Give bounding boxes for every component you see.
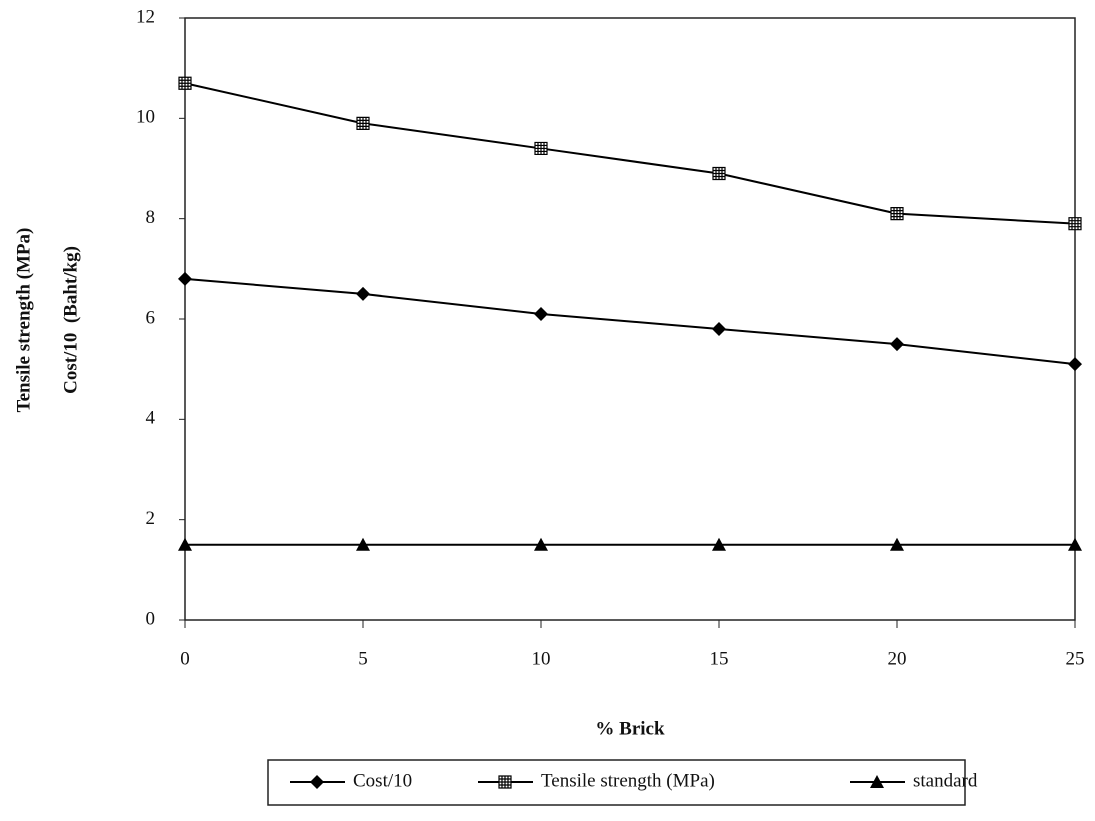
y-tick-label: 6 — [146, 307, 156, 328]
y-tick-label: 4 — [146, 408, 156, 429]
data-point — [535, 142, 547, 154]
y-tick-label: 8 — [146, 207, 156, 228]
data-point — [891, 208, 903, 220]
data-point — [1068, 357, 1082, 371]
chart: Tensile strength (MPa) Cost/10 (Baht/kg)… — [0, 0, 1095, 821]
y-axis-label: Tensile strength (MPa) — [13, 228, 34, 413]
x-tick-label: 25 — [1066, 648, 1085, 669]
x-tick-label: 10 — [532, 648, 551, 669]
series-line — [185, 279, 1075, 364]
data-point — [534, 307, 548, 321]
data-point — [357, 117, 369, 129]
data-point — [712, 322, 726, 336]
x-tick-label: 5 — [358, 648, 368, 669]
legend-label: Tensile strength (MPa) — [541, 770, 715, 791]
data-point — [179, 77, 191, 89]
series-line — [185, 83, 1075, 223]
page: {"chart_data": {"type": "line", "xlabel"… — [0, 0, 1095, 821]
legend-label: Cost/10 — [353, 770, 412, 791]
y-tick-label: 0 — [146, 608, 156, 629]
x-axis-label: % Brick — [595, 718, 665, 739]
plot-frame — [185, 18, 1075, 620]
data-point — [890, 337, 904, 351]
legend-label: standard — [913, 770, 978, 791]
data-point — [356, 287, 370, 301]
x-tick-label: 15 — [710, 648, 729, 669]
y-axis-label: Cost/10 (Baht/kg) — [60, 246, 81, 394]
y-tick-label: 10 — [136, 107, 155, 128]
data-point — [713, 168, 725, 180]
data-point — [1069, 218, 1081, 230]
y-tick-label: 12 — [136, 6, 155, 27]
x-tick-label: 20 — [888, 648, 907, 669]
legend-marker — [499, 776, 511, 788]
y-tick-label: 2 — [146, 508, 156, 529]
data-point — [178, 272, 192, 286]
x-tick-label: 0 — [180, 648, 190, 669]
